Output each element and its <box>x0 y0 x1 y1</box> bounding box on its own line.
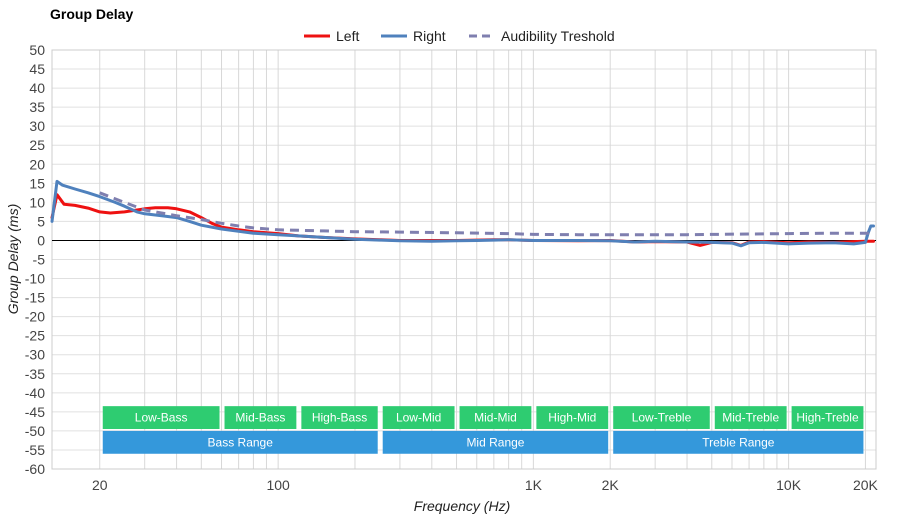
y-tick-label: 10 <box>29 194 45 210</box>
treble-range-band <box>613 430 864 454</box>
high-treble-label: High-Treble <box>796 411 859 425</box>
mid-treble-band <box>714 406 787 430</box>
y-tick-label: -35 <box>25 366 45 382</box>
low-bass-label: Low-Bass <box>135 411 188 425</box>
legend-label-audibility-treshold: Audibility Treshold <box>501 28 615 44</box>
y-tick-label: -25 <box>25 328 45 344</box>
y-axis-label: Group Delay (ms) <box>5 204 21 314</box>
x-tick-label: 1K <box>525 477 543 493</box>
plot-area-border <box>51 49 877 470</box>
y-tick-label: 50 <box>29 42 45 58</box>
series-line-audibility-treshold <box>99 191 874 237</box>
y-tick-label: 40 <box>29 80 45 96</box>
y-tick-label: 0 <box>37 232 45 248</box>
low-bass-band <box>102 406 220 430</box>
x-tick-label: 100 <box>266 477 290 493</box>
y-tick-label: -10 <box>25 271 45 287</box>
x-axis-label: Frequency (Hz) <box>414 498 510 514</box>
high-treble-band <box>791 406 864 430</box>
high-bass-label: High-Bass <box>312 411 367 425</box>
series-line-right <box>50 179 875 248</box>
x-tick-label: 2K <box>602 477 620 493</box>
mid-bass-band <box>224 406 297 430</box>
y-tick-label: -15 <box>25 290 45 306</box>
mid-range-label: Mid Range <box>466 435 524 449</box>
high-mid-label: High-Mid <box>548 411 596 425</box>
y-tick-label: -45 <box>25 404 45 420</box>
mid-range-band <box>382 430 609 454</box>
legend-label-left: Left <box>336 28 359 44</box>
mid-treble-label: Mid-Treble <box>722 411 779 425</box>
low-mid-band <box>382 406 455 430</box>
low-treble-label: Low-Treble <box>632 411 692 425</box>
y-tick-label: -30 <box>25 347 45 363</box>
bass-range-band <box>102 430 378 454</box>
y-tick-label: 30 <box>29 118 45 134</box>
x-tick-label: 10K <box>776 477 802 493</box>
high-bass-band <box>301 406 378 430</box>
legend-label-right: Right <box>413 28 446 44</box>
low-mid-label: Low-Mid <box>396 411 441 425</box>
y-tick-label: -55 <box>25 442 45 458</box>
legend: Left Right Audibility Treshold <box>304 28 615 44</box>
high-mid-band <box>536 406 609 430</box>
y-tick-label: -60 <box>25 461 45 477</box>
y-tick-label: 25 <box>29 137 45 153</box>
y-tick-label: -5 <box>33 252 46 268</box>
x-tick-label: 20 <box>92 477 108 493</box>
y-tick-label: -40 <box>25 385 45 401</box>
mid-mid-band <box>459 406 532 430</box>
y-tick-label: 15 <box>29 175 45 191</box>
bass-range-label: Bass Range <box>208 435 274 449</box>
y-tick-label: -20 <box>25 309 45 325</box>
y-tick-label: 5 <box>37 213 45 229</box>
frequency-ranges: Low-Bass Mid-Bass High-Bass Low-Mid Mid-Mid H… <box>102 406 864 454</box>
treble-range-label: Treble Range <box>702 435 775 449</box>
mid-mid-label: Mid-Mid <box>474 411 517 425</box>
y-tick-label: 20 <box>29 156 45 172</box>
mid-bass-label: Mid-Bass <box>235 411 285 425</box>
x-tick-label: 20K <box>853 477 879 493</box>
x-tick-labels: 20 100 1K 2K 10K 20K <box>92 477 879 493</box>
series-lines <box>50 179 875 248</box>
low-treble-band <box>613 406 710 430</box>
y-tick-label: -50 <box>25 423 45 439</box>
chart-title: Group Delay <box>50 6 133 22</box>
y-tick-label: 45 <box>29 61 45 77</box>
y-tick-label: 35 <box>29 99 45 115</box>
y-tick-labels: 50454035302520151050-5-10-15-20-25-30-35… <box>25 42 45 477</box>
